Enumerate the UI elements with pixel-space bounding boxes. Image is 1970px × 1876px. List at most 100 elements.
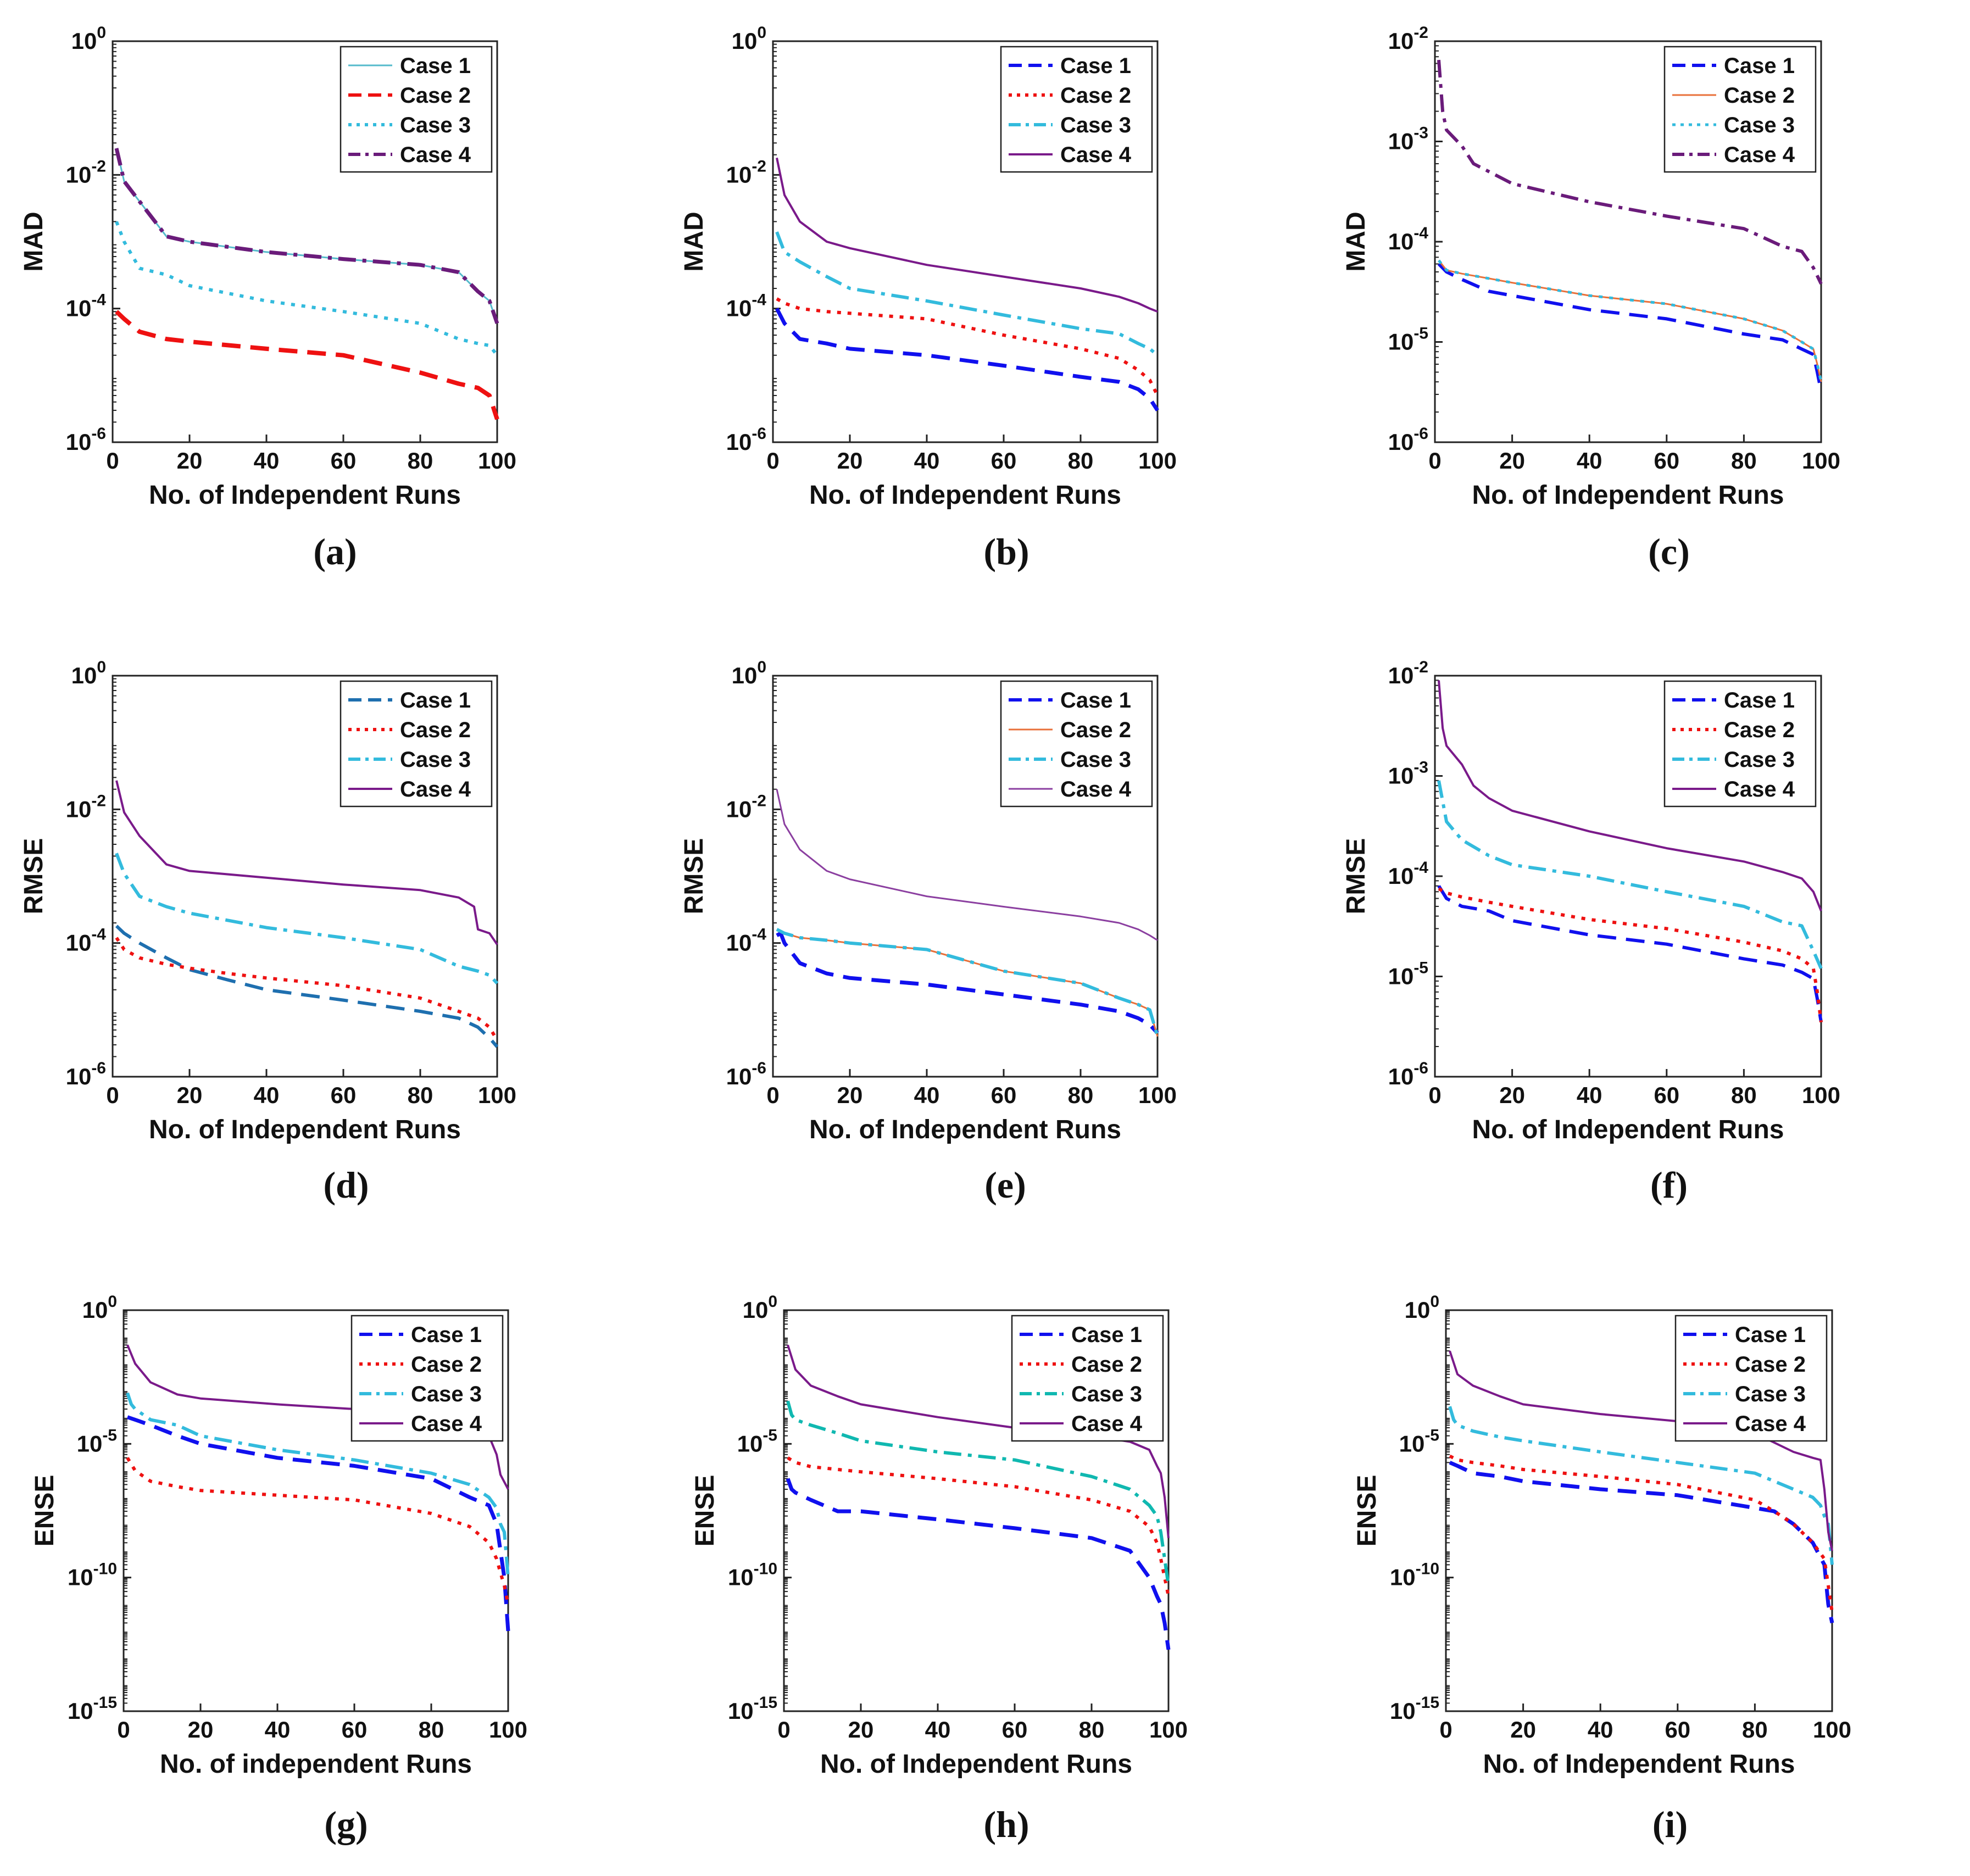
series-line-case-2 <box>1438 887 1823 1023</box>
series-line-case-2 <box>776 297 1159 397</box>
series-line-case-3 <box>776 928 1159 1037</box>
legend-label: Case 2 <box>1071 1352 1142 1377</box>
x-tick-label: 60 <box>1665 1717 1690 1743</box>
x-axis-label: No. of independent Runs <box>160 1750 472 1779</box>
y-tick-label: 10-2 <box>726 157 766 187</box>
x-tick-label: 80 <box>1742 1717 1768 1743</box>
x-tick-label: 80 <box>1731 448 1757 474</box>
x-tick-label: 60 <box>331 448 357 474</box>
y-tick-label: 10-5 <box>1399 1426 1439 1456</box>
y-axis-label: MAD <box>19 211 48 271</box>
legend-label: Case 1 <box>400 54 471 78</box>
series-line-case-2 <box>1449 1454 1834 1613</box>
x-tick-label: 20 <box>837 1082 863 1108</box>
y-tick-label: 10-4 <box>66 926 107 956</box>
y-tick-label: 10-3 <box>1388 124 1428 154</box>
legend-label: Case 1 <box>1724 688 1795 712</box>
x-tick-label: 100 <box>478 448 516 474</box>
x-tick-label: 80 <box>1068 1082 1094 1108</box>
y-axis-label: ENSE <box>1353 1475 1382 1547</box>
x-tick-label: 0 <box>106 448 119 474</box>
y-axis-label: RMSE <box>19 838 48 915</box>
legend-label: Case 2 <box>400 83 471 108</box>
legend-label: Case 4 <box>400 777 471 801</box>
panel-label-g: (g) <box>324 1803 368 1845</box>
series-line-case-1 <box>115 925 499 1048</box>
legend-label: Case 1 <box>1724 54 1795 78</box>
y-tick-label: 10-2 <box>66 157 106 187</box>
y-tick-label: 10-4 <box>66 291 107 321</box>
x-tick-label: 100 <box>489 1717 527 1743</box>
y-tick-label: 100 <box>82 1293 117 1323</box>
panel-label-e: (e) <box>984 1164 1026 1206</box>
legend-label: Case 2 <box>400 718 471 742</box>
x-tick-label: 60 <box>1654 448 1679 474</box>
legend-box <box>1000 680 1153 808</box>
series-line-case-3 <box>775 231 1159 357</box>
series-line-case-1 <box>1449 1461 1834 1624</box>
legend-label: Case 2 <box>1060 718 1131 742</box>
chart-panel-8: 0 20 40 60 80 100 10-15 10-10 10-5 100 No. of Inde… <box>691 1293 1188 1779</box>
legend-box <box>1674 1315 1828 1442</box>
legend-label: Case 3 <box>1724 748 1795 772</box>
legend-label: Case 1 <box>1060 688 1131 712</box>
y-tick-label: 10-15 <box>68 1694 117 1724</box>
legend-label: Case 4 <box>1724 777 1795 801</box>
legend-label: Case 4 <box>1060 777 1132 801</box>
x-axis-label: No. of Independent Runs <box>149 481 461 510</box>
x-tick-label: 40 <box>914 1082 940 1108</box>
legend-label: Case 2 <box>1724 718 1795 742</box>
x-tick-label: 40 <box>254 1082 280 1108</box>
x-axis-label: No. of Independent Runs <box>820 1750 1132 1779</box>
panel-label-f: (f) <box>1650 1164 1688 1206</box>
y-tick-label: 10-6 <box>66 1059 106 1089</box>
legend-label: Case 2 <box>411 1352 482 1377</box>
legend-label: Case 3 <box>400 113 471 137</box>
x-axis-label: No. of Independent Runs <box>1472 481 1784 510</box>
y-axis-label: RMSE <box>680 838 709 915</box>
x-tick-label: 20 <box>848 1717 874 1743</box>
x-tick-label: 60 <box>1002 1717 1028 1743</box>
legend-label: Case 1 <box>411 1323 482 1347</box>
x-tick-label: 20 <box>1510 1717 1536 1743</box>
chart-panel-6: 0 20 40 60 80 100 10-6 10-5 10-4 10-3 10-2 No. of I… <box>1342 658 1840 1144</box>
chart-panel-2: 0 20 40 60 80 100 10-6 10-4 10-2 100 No. of Indepe… <box>680 24 1177 510</box>
legend-label: Case 1 <box>1735 1323 1806 1347</box>
legend-box <box>340 46 493 173</box>
x-tick-label: 100 <box>1813 1717 1851 1743</box>
y-axis-label: ENSE <box>691 1475 720 1547</box>
chart-panel-5: 0 20 40 60 80 100 10-6 10-4 10-2 100 No. of Indepe… <box>680 658 1177 1144</box>
x-tick-label: 80 <box>1068 448 1094 474</box>
x-tick-label: 80 <box>408 448 433 474</box>
series-line-case-1 <box>775 308 1159 411</box>
series-line-case-3 <box>115 221 499 357</box>
series-line-case-2 <box>115 937 499 1042</box>
chart-panel-9: 0 20 40 60 80 100 10-15 10-10 10-5 100 No. of Inde… <box>1353 1293 1851 1779</box>
y-tick-label: 10-6 <box>726 425 766 455</box>
y-tick-label: 10-4 <box>1388 224 1429 254</box>
y-tick-label: 10-4 <box>1388 859 1429 889</box>
legend-label: Case 2 <box>1724 83 1795 108</box>
x-axis-label: No. of Independent Runs <box>1483 1750 1795 1779</box>
chart-panel-1: 0 20 40 60 80 100 10-6 10-4 10-2 100 No. of Indepe… <box>19 24 516 510</box>
y-tick-label: 10-5 <box>1388 325 1428 355</box>
series-line-case-3 <box>1437 780 1823 970</box>
legend-label: Case 3 <box>1735 1382 1806 1406</box>
y-axis-label: MAD <box>1342 211 1371 271</box>
panel-label-c: (c) <box>1648 531 1690 572</box>
legend-label: Case 1 <box>400 688 471 712</box>
panel-label-b: (b) <box>983 531 1029 572</box>
panel-label-d: (d) <box>323 1164 369 1206</box>
x-tick-label: 0 <box>766 1082 779 1108</box>
chart-panel-7: 0 20 40 60 80 100 10-15 10-10 10-5 100 No. of inde… <box>30 1293 527 1779</box>
series-line-case-2 <box>1438 260 1822 382</box>
legend-label: Case 4 <box>1071 1412 1143 1436</box>
legend-box <box>340 680 493 808</box>
y-axis-label: ENSE <box>30 1475 59 1547</box>
y-tick-label: 100 <box>732 658 766 688</box>
legend-label: Case 4 <box>1735 1412 1806 1436</box>
x-axis-label: No. of Independent Runs <box>809 1115 1121 1144</box>
panel-label-h: (h) <box>983 1803 1029 1845</box>
y-axis-label: MAD <box>680 211 709 271</box>
series-line-case-4 <box>776 789 1158 941</box>
